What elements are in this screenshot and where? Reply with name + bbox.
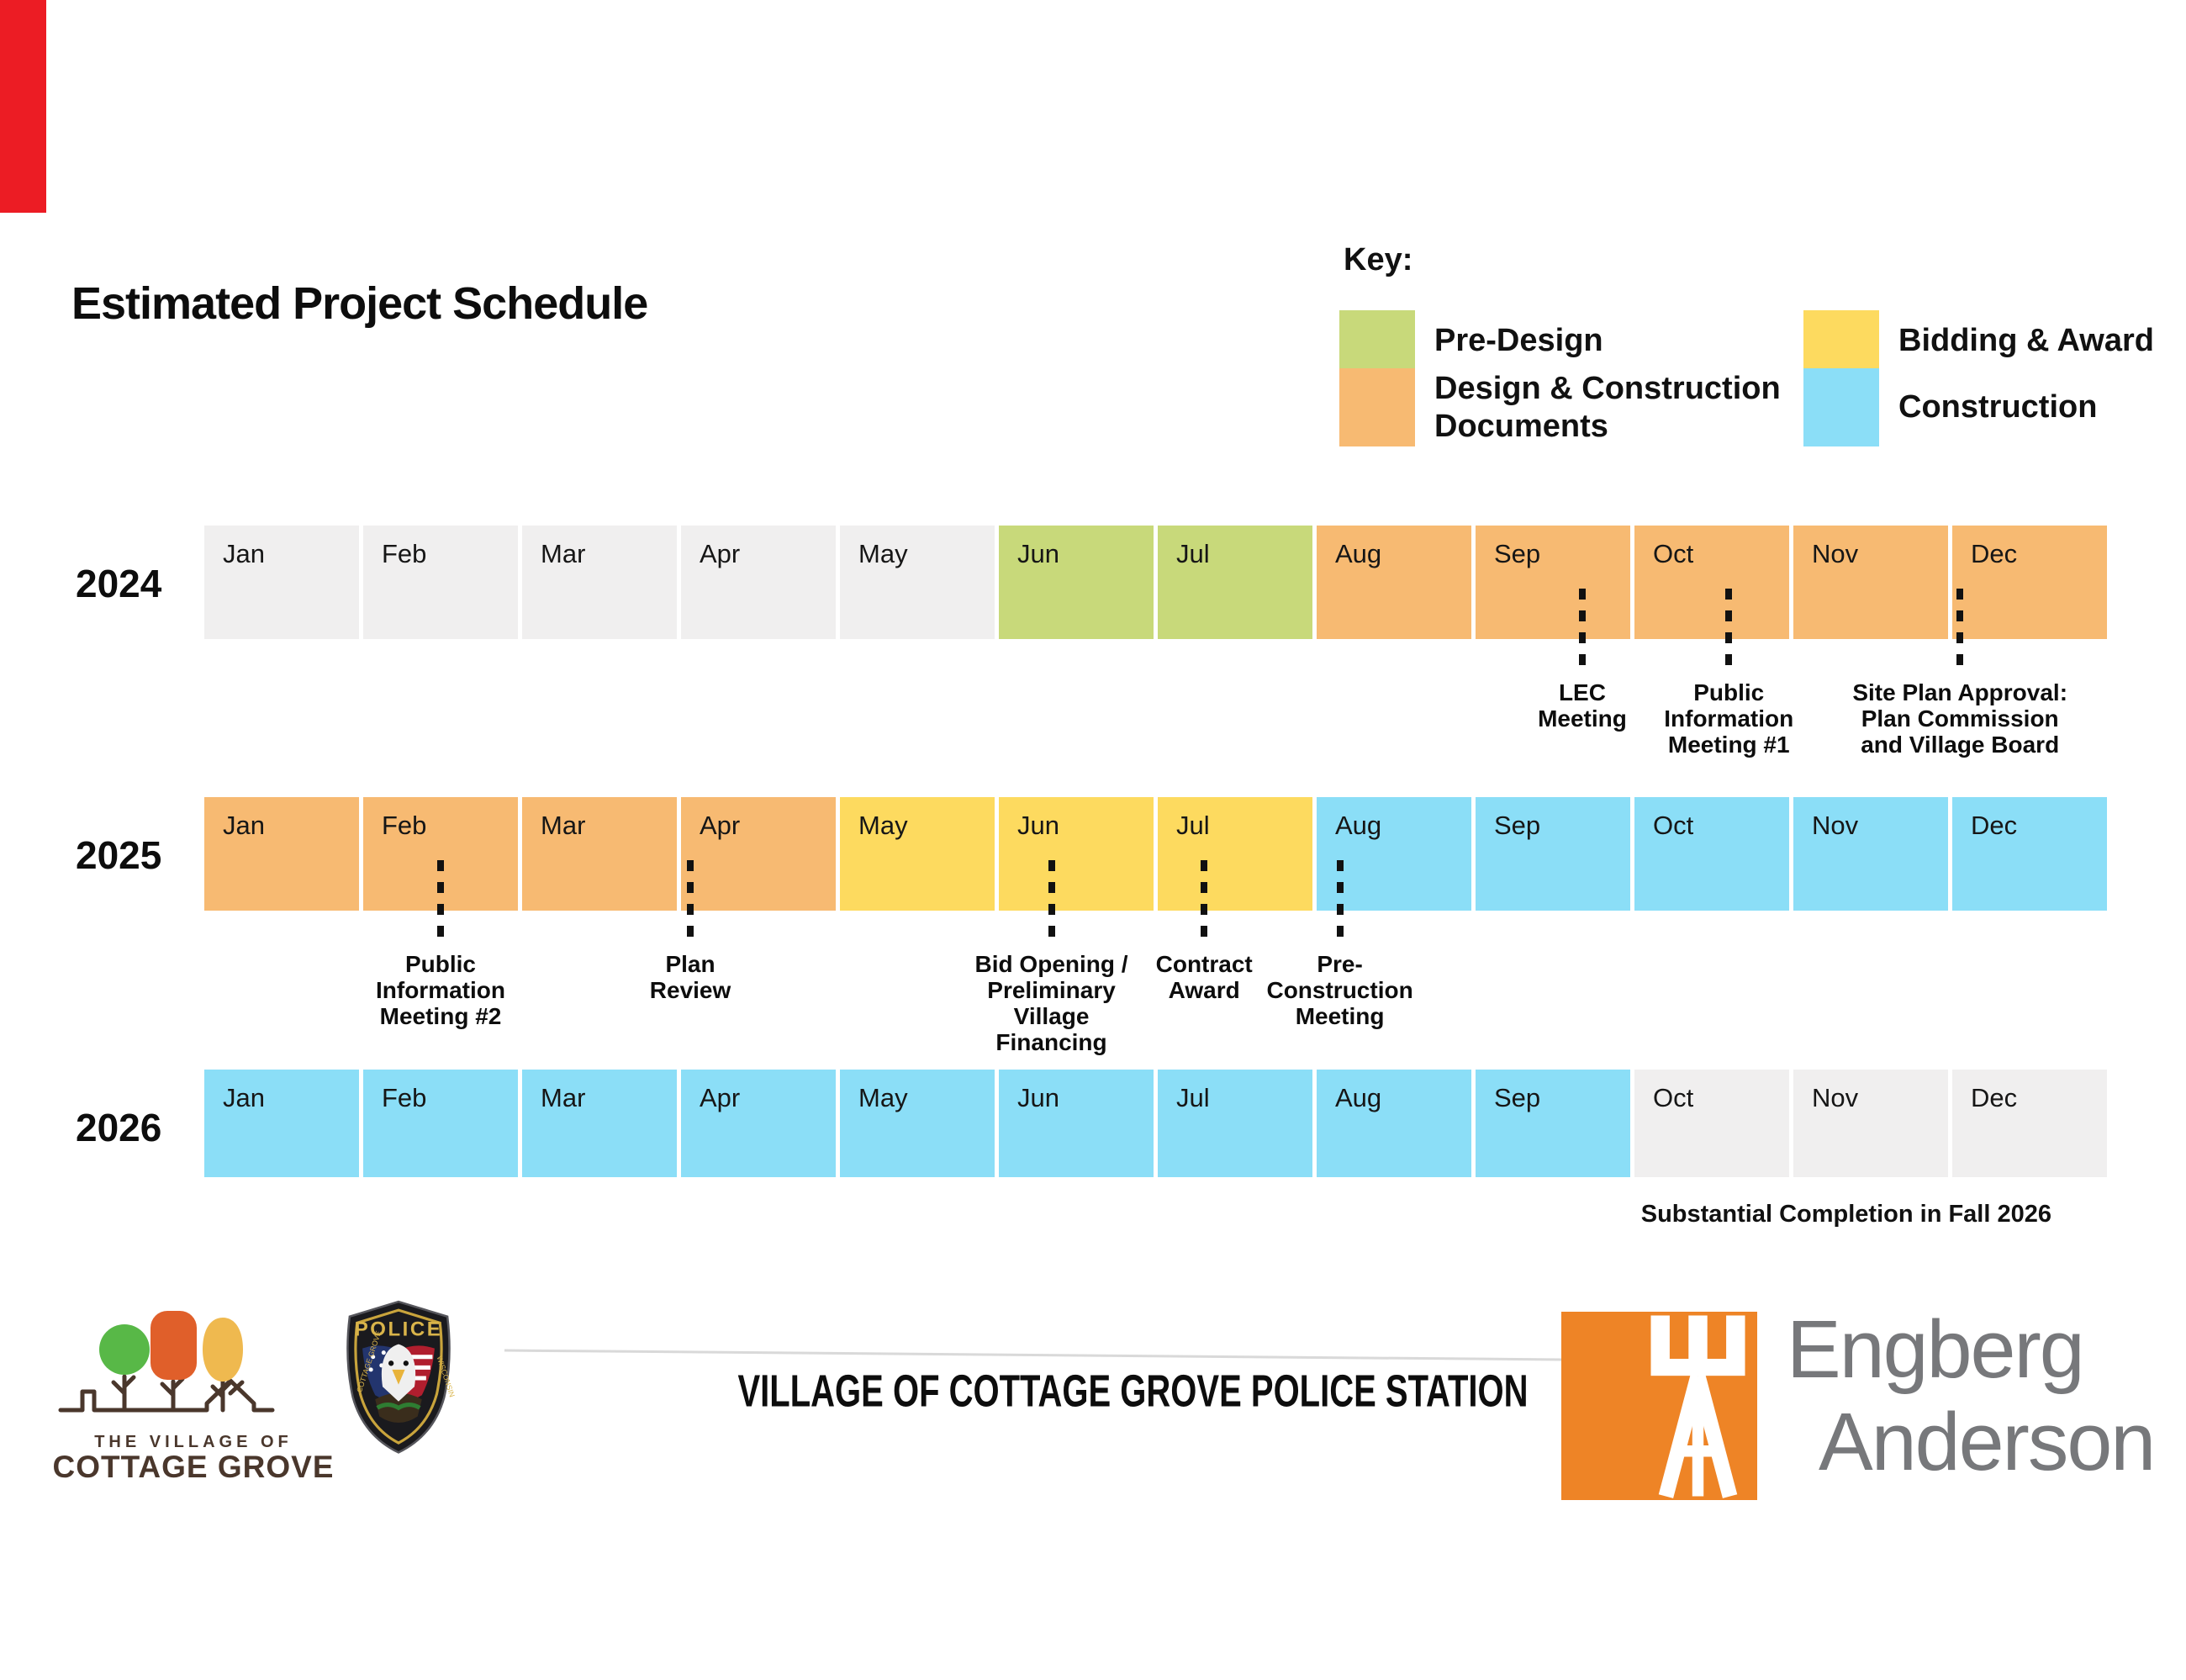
corner-accent-mark xyxy=(0,0,46,213)
badge-top-text: POLICE xyxy=(355,1318,443,1340)
month-cell-2025-Dec: Dec xyxy=(1952,797,2107,911)
month-cell-2025-Sep: Sep xyxy=(1476,797,1630,911)
month-cell-2026-Sep: Sep xyxy=(1476,1070,1630,1177)
police-badge-icon: POLICE COTTAGE GROVE WISCONSIN xyxy=(346,1300,457,1454)
month-cell-2024-Aug: Aug xyxy=(1317,526,1471,639)
village-logo-line1: THE VILLAGE OF xyxy=(94,1433,293,1451)
month-cell-2026-Nov: Nov xyxy=(1793,1070,1948,1177)
milestone-marker-1 xyxy=(1725,589,1733,666)
month-cell-2026-Dec: Dec xyxy=(1952,1070,2107,1177)
year-label-2024: 2024 xyxy=(76,562,162,605)
legend-swatch-construction xyxy=(1803,368,1879,446)
month-cell-2026-Jul: Jul xyxy=(1158,1070,1312,1177)
month-cell-2025-Nov: Nov xyxy=(1793,797,1948,911)
legend-label-design: Design & Construction Documents xyxy=(1434,371,1781,444)
month-cell-2024-Apr: Apr xyxy=(681,526,836,639)
month-cell-2024-Feb: Feb xyxy=(363,526,518,639)
legend-label-bidding: Bidding & Award xyxy=(1898,323,2154,358)
month-cell-2026-Apr: Apr xyxy=(681,1070,836,1177)
month-cell-2026-Oct: Oct xyxy=(1634,1070,1789,1177)
firm-name-line1: Engberg xyxy=(1787,1303,2085,1395)
month-cell-2026-Feb: Feb xyxy=(363,1070,518,1177)
milestone-marker-2 xyxy=(1956,589,1964,666)
month-cell-2024-Jul: Jul xyxy=(1158,526,1312,639)
month-cell-2025-Oct: Oct xyxy=(1634,797,1789,911)
month-cell-2024-Dec: Dec xyxy=(1952,526,2107,639)
completion-note: Substantial Completion in Fall 2026 xyxy=(1640,1201,2051,1228)
milestone-label-5: Bid Opening / Preliminary Village Financ… xyxy=(974,951,1128,1055)
legend-swatch-bidding xyxy=(1803,310,1879,368)
month-cell-2025-Apr: Apr xyxy=(681,797,836,911)
month-cell-2024-Sep: Sep xyxy=(1476,526,1630,639)
milestone-marker-0 xyxy=(1578,589,1586,666)
month-cell-2025-Jul: Jul xyxy=(1158,797,1312,911)
village-of-cottage-grove-logo: THE VILLAGE OF COTTAGE GROVE xyxy=(52,1311,332,1484)
year-label-2026: 2026 xyxy=(76,1106,162,1149)
month-cell-2026-Mar: Mar xyxy=(522,1070,677,1177)
village-logo-line2: COTTAGE GROVE xyxy=(52,1450,332,1484)
legend-label-predesign: Pre-Design xyxy=(1434,323,1603,358)
firm-logo-mark xyxy=(1561,1312,1757,1500)
month-cell-2025-Mar: Mar xyxy=(522,797,677,911)
milestone-marker-3 xyxy=(437,860,444,938)
milestone-marker-7 xyxy=(1336,860,1344,938)
milestone-marker-6 xyxy=(1201,860,1208,938)
footer-divider-line xyxy=(504,1349,1562,1361)
green-tree-icon xyxy=(99,1324,150,1375)
month-cell-2024-Nov: Nov xyxy=(1793,526,1948,639)
firm-name-line2: Anderson xyxy=(1819,1396,2156,1487)
yellow-tree-icon xyxy=(203,1318,243,1382)
month-cell-2024-Oct: Oct xyxy=(1634,526,1789,639)
year-label-2025: 2025 xyxy=(76,833,162,877)
page-title: Estimated Project Schedule xyxy=(71,278,648,329)
milestone-label-4: Plan Review xyxy=(649,951,731,1003)
orange-tree-icon xyxy=(150,1311,197,1380)
project-title: VILLAGE OF COTTAGE GROVE POLICE STATION xyxy=(737,1365,1529,1417)
milestone-marker-4 xyxy=(687,860,694,938)
month-cell-2026-May: May xyxy=(840,1070,995,1177)
tower-icon xyxy=(1650,1315,1745,1498)
month-cell-2026-Jan: Jan xyxy=(204,1070,359,1177)
month-cell-2024-Mar: Mar xyxy=(522,526,677,639)
legend-label-construction: Construction xyxy=(1898,389,2098,425)
month-cell-2025-May: May xyxy=(840,797,995,911)
month-cell-2026-Aug: Aug xyxy=(1317,1070,1471,1177)
month-cell-2025-Jun: Jun xyxy=(999,797,1154,911)
legend-swatch-predesign xyxy=(1339,310,1415,368)
milestone-label-7: Pre- Construction Meeting xyxy=(1266,951,1413,1029)
milestone-label-2: Site Plan Approval: Plan Commission and … xyxy=(1852,679,2068,758)
month-cell-2024-May: May xyxy=(840,526,995,639)
month-cell-2024-Jan: Jan xyxy=(204,526,359,639)
milestone-marker-5 xyxy=(1048,860,1055,938)
milestone-label-0: LEC Meeting xyxy=(1538,679,1627,732)
month-cell-2025-Jan: Jan xyxy=(204,797,359,911)
milestone-label-3: Public Information Meeting #2 xyxy=(376,951,505,1029)
milestone-label-1: Public Information Meeting #1 xyxy=(1664,679,1794,758)
month-cell-2024-Jun: Jun xyxy=(999,526,1154,639)
milestone-label-6: Contract Award xyxy=(1155,951,1253,1003)
legend-heading: Key: xyxy=(1344,242,1413,277)
legend-swatch-design xyxy=(1339,368,1415,446)
month-cell-2026-Jun: Jun xyxy=(999,1070,1154,1177)
